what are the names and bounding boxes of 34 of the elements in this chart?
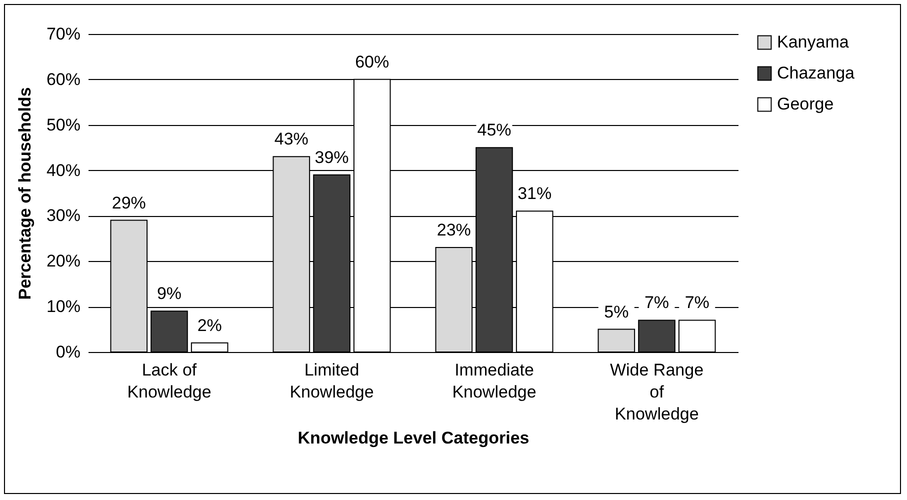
y-tick-label: 0% [56, 342, 80, 362]
legend-label: Kanyama [777, 32, 850, 52]
y-tick-label: 50% [46, 115, 80, 134]
bar [678, 320, 716, 352]
y-tick-label: 10% [46, 297, 80, 316]
x-tick-label: Wide Range of Knowledge [610, 360, 704, 424]
data-label: 45% [477, 120, 512, 140]
y-tick-label: 30% [46, 206, 80, 226]
x-axis-title: Knowledge Level Categories [298, 428, 530, 448]
data-label: 2% [197, 316, 222, 335]
data-label: 5% [604, 302, 629, 322]
bar [190, 342, 228, 352]
data-label: 9% [156, 284, 182, 304]
bar [638, 320, 676, 352]
data-label: 60% [355, 52, 390, 72]
x-tick-label: Immediate Knowledge [452, 360, 536, 402]
bar [150, 310, 188, 352]
legend-label: George [777, 94, 834, 114]
data-label: 7% [684, 293, 710, 312]
legend-label: Chazanga [777, 64, 856, 82]
y-tick-label: 70% [46, 24, 80, 44]
data-label: 43% [274, 130, 308, 149]
y-axis-title: Percentage of households [15, 87, 34, 300]
y-tick-label: 20% [46, 252, 80, 271]
data-label: 23% [436, 220, 471, 240]
data-label: 31% [518, 184, 552, 204]
data-label: 39% [314, 148, 349, 167]
y-tick-label: 60% [46, 70, 80, 89]
y-tick-label: 40% [46, 160, 80, 180]
x-tick-label: Limited Knowledge [290, 360, 374, 402]
data-label: 7% [644, 293, 670, 312]
x-tick-label: Lack of Knowledge [127, 360, 212, 402]
data-label: 29% [112, 193, 146, 212]
bar [598, 328, 636, 352]
